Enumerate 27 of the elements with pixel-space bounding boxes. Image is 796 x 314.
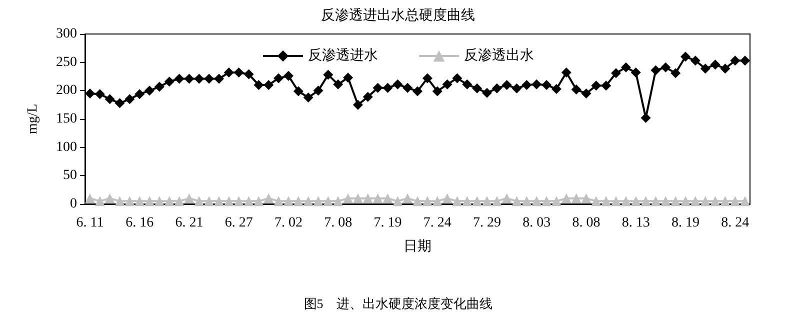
y-tick-label: 200 bbox=[56, 83, 77, 98]
x-tick-label: 7. 19 bbox=[374, 216, 402, 230]
x-tick-label: 8. 08 bbox=[572, 216, 600, 230]
x-tick-label: 6. 21 bbox=[175, 216, 204, 230]
x-tick-label: 7. 02 bbox=[274, 216, 302, 230]
y-tick-label: 150 bbox=[56, 112, 77, 126]
x-tick-label: 8. 24 bbox=[721, 216, 750, 230]
legend-label: 反渗透进水 bbox=[308, 48, 378, 64]
x-tick-label: 8. 03 bbox=[522, 216, 551, 230]
x-tick-label: 8. 13 bbox=[622, 216, 650, 230]
x-tick-label: 7. 29 bbox=[472, 216, 501, 230]
x-tick-label: 7. 08 bbox=[324, 216, 352, 230]
x-tick-label: 6. 11 bbox=[76, 216, 104, 230]
y-tick-label: 250 bbox=[56, 54, 77, 70]
x-tick-label: 7. 24 bbox=[423, 216, 452, 230]
legend-label: 反渗透出水 bbox=[464, 48, 534, 64]
x-tick-label: 6. 16 bbox=[126, 216, 154, 230]
x-tick-label: 6. 27 bbox=[224, 216, 253, 230]
y-tick-label: 50 bbox=[63, 168, 77, 184]
y-tick-label: 300 bbox=[56, 26, 77, 42]
y-tick-label: 0 bbox=[70, 196, 77, 212]
x-axis-title: 日期 bbox=[404, 238, 432, 254]
caption: 图5 进、出水硬度浓度变化曲线 bbox=[304, 296, 492, 311]
x-tick-label: 8. 19 bbox=[671, 216, 700, 230]
y-tick-label: 100 bbox=[56, 140, 77, 155]
chart-title: 反渗透进出水总硬度曲线 bbox=[321, 8, 475, 24]
y-axis-title: mg/L bbox=[26, 104, 40, 134]
